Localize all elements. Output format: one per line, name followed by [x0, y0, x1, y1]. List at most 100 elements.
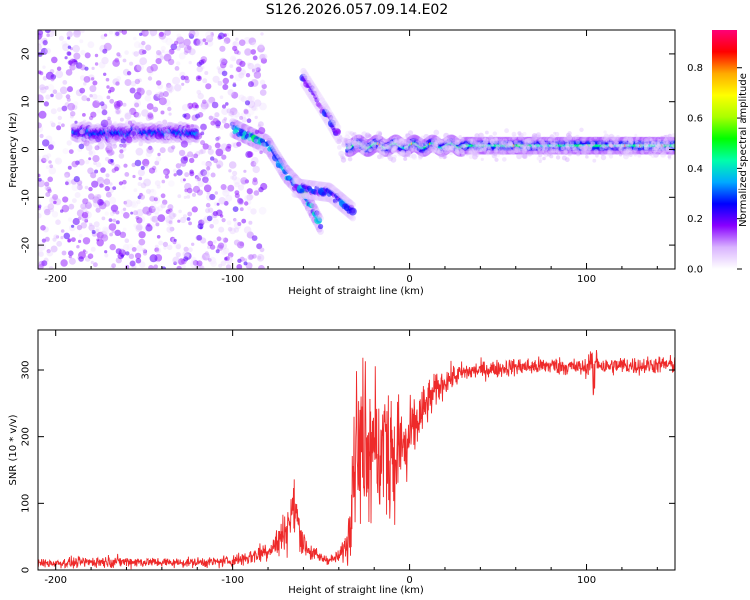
spectrogram-noise-background — [518, 132, 524, 138]
spectrogram-noise-background — [138, 48, 145, 56]
spectrogram-noise-background — [124, 79, 132, 86]
spectrogram-noise-background — [111, 168, 117, 173]
snr-xtick-label: -200 — [44, 575, 67, 586]
spectrogram-noise-background — [180, 140, 188, 148]
spectrogram-noise-background — [127, 111, 132, 115]
spectrogram-noise-background — [71, 160, 79, 168]
spectrogram-noise-background — [119, 127, 126, 134]
spectrogram-noise-background — [65, 69, 73, 76]
spectrogram-noise-background — [223, 41, 227, 45]
spectrogram-noise-background — [168, 112, 172, 116]
spectrogram-noise-background — [258, 186, 264, 193]
spectrogram-noise-background — [106, 95, 111, 100]
spectrogram-noise-background — [459, 137, 465, 143]
spectrogram-noise-background — [608, 141, 612, 145]
spectrogram-noise-background — [68, 149, 74, 155]
spectrogram-noise-background — [68, 250, 74, 256]
spectrogram-noise-background — [567, 148, 572, 152]
spectrogram-ytick-label: 20 — [21, 48, 32, 61]
spectrogram-noise-background — [165, 84, 173, 92]
spectrogram-noise-background — [200, 140, 206, 146]
colorbar-tick-label: 0.8 — [687, 63, 703, 74]
spectrogram-noise-background — [206, 99, 212, 105]
spectrogram-noise-background — [403, 156, 408, 161]
spectrogram-noise-background — [180, 216, 187, 224]
spectrogram-noise-background — [67, 217, 73, 222]
spectrogram-noise-background — [116, 52, 121, 57]
spectrogram-noise-background — [39, 84, 46, 91]
spectrogram-noise-background — [159, 92, 164, 98]
spectrogram-noise-background — [175, 163, 182, 169]
spectrogram-noise-background — [94, 129, 99, 134]
spectrogram-noise-background — [80, 30, 85, 34]
spectrogram-noise-background — [663, 152, 667, 156]
spectrogram-noise-background — [86, 97, 91, 102]
spectrogram-noise-background — [190, 124, 194, 128]
spectrogram-noise-background — [45, 192, 51, 197]
spectrogram-noise-background — [586, 149, 591, 154]
spectrogram-noise-background — [50, 93, 54, 98]
spectrogram-noise-background — [157, 51, 162, 56]
spectrogram-noise-background — [338, 150, 345, 157]
spectrogram-noise-background — [475, 142, 482, 149]
spectrogram-noise-background — [248, 81, 254, 88]
spectrogram-noise-background — [540, 149, 545, 154]
spectrogram-noise-background — [246, 188, 253, 195]
spectrogram-noise-background — [128, 253, 135, 259]
spectrogram-noise-background — [197, 76, 201, 80]
spectrogram-noise-background — [104, 250, 108, 254]
spectrogram-noise-background — [524, 145, 530, 151]
spectrogram-noise-background — [188, 60, 192, 65]
colorbar-label: Normalized spectral amplitude — [738, 73, 749, 227]
spectrogram-noise-background — [157, 214, 166, 223]
spectrogram-noise-background — [613, 140, 618, 145]
spectrogram-noise-background — [56, 66, 62, 71]
spectrogram-noise-background — [92, 80, 98, 86]
spectrogram-noise-background — [89, 222, 93, 227]
spectrogram-noise-background — [168, 180, 175, 187]
spectrogram-noise-background — [61, 123, 65, 128]
snr-ylabel: SNR (10 * v/v) — [8, 414, 19, 485]
spectrogram-noise-background — [130, 201, 136, 207]
spectrogram-noise-background — [87, 167, 94, 175]
spectrogram-noise-background — [217, 35, 222, 40]
spectrogram-noise-background — [157, 152, 161, 157]
spectrogram-noise-background — [61, 250, 67, 256]
spectrogram-noise-background — [161, 179, 166, 184]
spectrogram-noise-background — [84, 66, 89, 71]
spectrogram-descending-branch — [317, 228, 324, 235]
spectrogram-noise-background — [191, 242, 195, 246]
spectrogram-noise-background — [218, 226, 225, 233]
spectrogram-noise-background — [244, 195, 251, 202]
colorbar-tick-label: 0.4 — [687, 164, 703, 175]
spectrogram-noise-background — [59, 86, 68, 95]
spectrogram-noise-background — [260, 142, 267, 149]
spectrogram-noise-background — [245, 73, 251, 78]
spectrogram-noise-background — [74, 192, 81, 198]
spectrogram-noise-background — [65, 181, 69, 186]
spectrogram-noise-background — [147, 76, 153, 81]
spectrogram-noise-background — [232, 82, 236, 86]
spectrogram-noise-background — [467, 138, 474, 145]
spectrogram-noise-background — [78, 143, 85, 150]
spectrogram-secondary-branch — [349, 201, 356, 208]
spectrogram-noise-background — [103, 178, 111, 185]
spectrogram-noise-background — [81, 211, 89, 219]
spectrogram-noise-background — [88, 186, 93, 192]
spectrogram-noise-background — [129, 260, 136, 267]
spectrogram-noise-background — [643, 138, 648, 143]
spectrogram-noise-background — [232, 45, 238, 52]
spectrogram-noise-background — [243, 258, 248, 262]
spectrogram-noise-background — [226, 220, 232, 226]
spectrogram-noise-background — [207, 240, 214, 247]
spectrogram-noise-background — [154, 180, 161, 187]
spectrogram-noise-background — [573, 146, 580, 153]
spectrogram-noise-background — [225, 102, 229, 106]
spectrogram-ylabel: Frequency (Hz) — [8, 112, 19, 188]
spectrogram-noise-background — [150, 63, 158, 72]
spectrogram-noise-background — [120, 138, 127, 144]
spectrogram-noise-background — [521, 149, 525, 153]
spectrogram-noise-background — [102, 48, 108, 54]
spectrogram-noise-background — [111, 229, 115, 234]
spectrogram-noise-background — [112, 218, 117, 223]
